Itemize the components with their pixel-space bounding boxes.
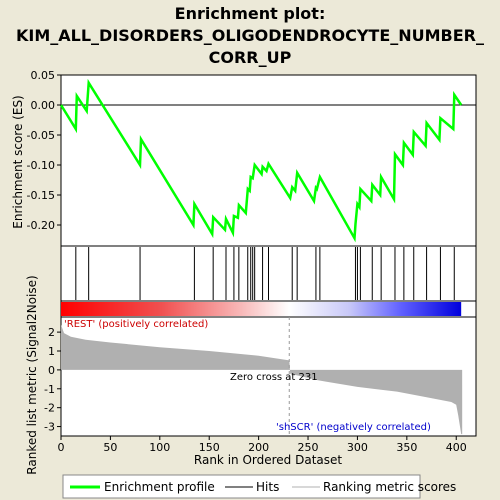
x-axis-label: Rank in Ordered Dataset [194, 453, 342, 467]
legend-metric-label: Ranking metric scores [323, 480, 456, 494]
chart-title-line2: KIM_ALL_DISORDERS_OLIGODENDROCYTE_NUMBER… [16, 26, 484, 45]
neg-correlated-label: 'shSCR' (negatively correlated) [276, 422, 431, 433]
chart-title-line1: Enrichment plot: [175, 4, 326, 23]
xtick-label-8: 400 [446, 441, 467, 454]
metric-ytick-label-4: -2 [44, 402, 55, 415]
pos-correlated-label: 'REST' (positively correlated) [64, 319, 208, 330]
metric-layer [61, 317, 463, 436]
es-ytick-label-3: -0.10 [27, 159, 55, 172]
es-ytick-label-4: -0.15 [27, 189, 55, 202]
hits-layer [75, 247, 455, 300]
metric-area [61, 324, 463, 435]
rank-color-bar [61, 302, 462, 316]
xtick-label-4: 200 [248, 441, 269, 454]
legend-es-label: Enrichment profile [104, 480, 215, 494]
rank-gradient [61, 302, 462, 316]
metric-ytick-label-1: 1 [48, 345, 55, 358]
zero-cross-label: Zero cross at 231 [230, 372, 318, 383]
xtick-label-2: 100 [149, 441, 170, 454]
metric-ytick-label-0: 2 [48, 326, 55, 339]
xtick-label-0: 0 [58, 441, 65, 454]
es-profile-line [59, 78, 463, 243]
metric-axis-label: Ranked list metric (Signal2Noise) [25, 275, 39, 474]
xtick-label-1: 50 [103, 441, 117, 454]
metric-ytick-label-5: -3 [44, 421, 55, 434]
es-ytick-label-2: -0.05 [27, 129, 55, 142]
chart-title-line3: CORR_UP [209, 48, 292, 67]
metric-ytick-label-2: 0 [48, 364, 55, 377]
xtick-label-7: 350 [396, 441, 417, 454]
es-axis-label: Enrichment score (ES) [11, 95, 25, 228]
es-layer [59, 78, 476, 243]
xtick-label-5: 250 [298, 441, 319, 454]
xtick-label-6: 300 [347, 441, 368, 454]
legend-hits-label: Hits [256, 480, 279, 494]
es-panel [60, 74, 477, 247]
es-ytick-label-0: 0.05 [31, 69, 56, 82]
xtick-label-3: 150 [199, 441, 220, 454]
es-ytick-label-5: -0.20 [27, 219, 55, 232]
metric-ytick-label-3: -1 [44, 383, 55, 396]
es-ytick-label-1: 0.00 [31, 99, 56, 112]
legend: Enrichment profile Hits Ranking metric s… [62, 474, 456, 499]
